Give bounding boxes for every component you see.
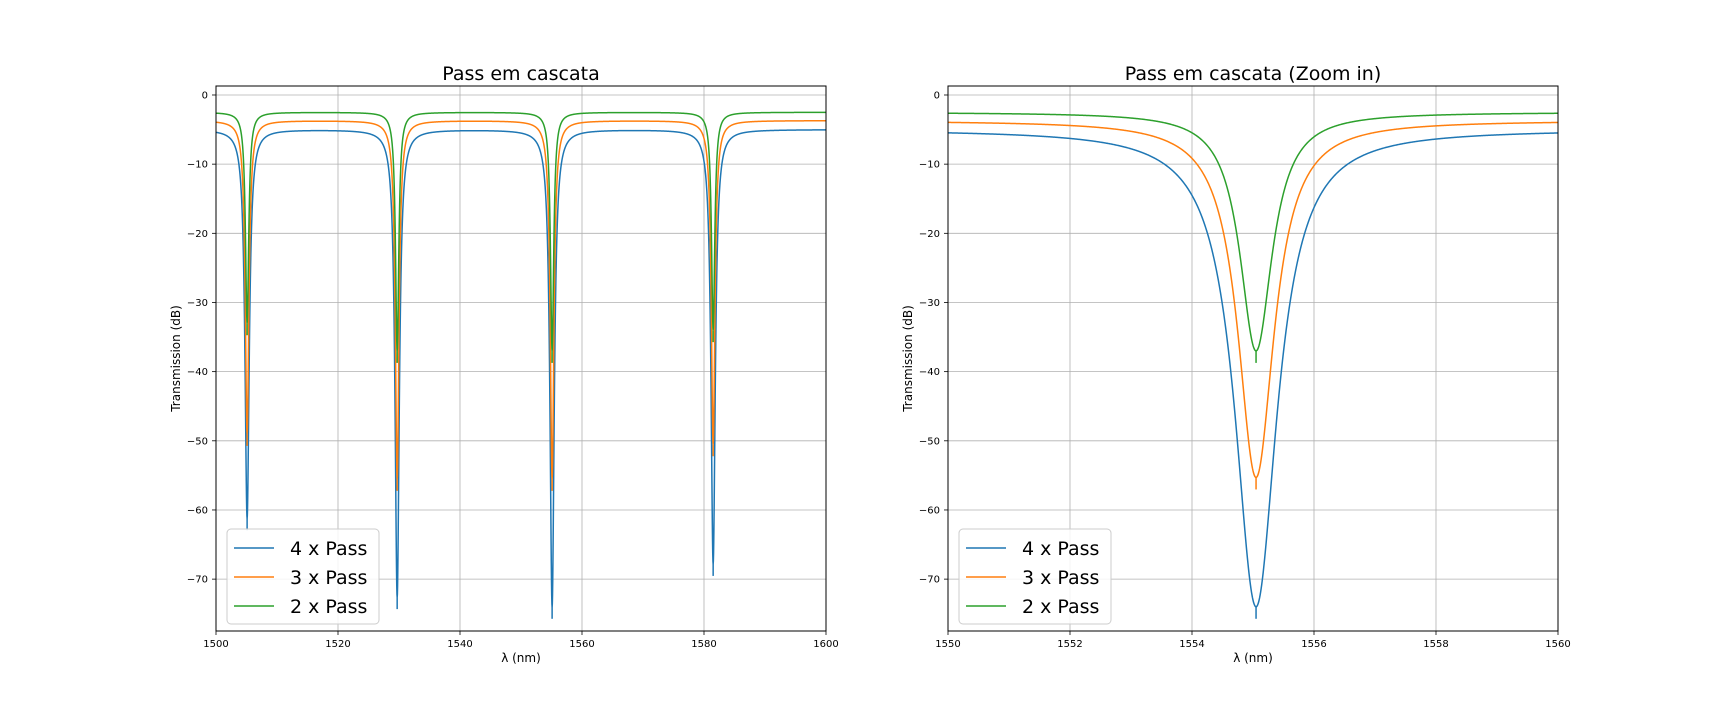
series-line-2-x-pass [948, 112, 1558, 352]
series-line-4-x-pass [948, 132, 1558, 608]
chart-title: Pass em cascata (Zoom in) [1125, 63, 1382, 85]
plot-frame [215, 85, 827, 632]
legend-label-4-x-pass: 4 x Pass [1022, 538, 1099, 560]
y-tick-label: −70 [919, 575, 940, 586]
y-tick-label: −30 [919, 298, 940, 309]
x-tick-label: 1556 [1301, 639, 1326, 650]
x-tick-label: 1580 [691, 639, 716, 650]
series-line-3-x-pass [948, 121, 1558, 479]
x-tick-label: 1550 [935, 639, 960, 650]
y-tick-label: −40 [919, 367, 940, 378]
y-tick-label: −30 [187, 298, 208, 309]
legend-label-4-x-pass: 4 x Pass [290, 538, 367, 560]
x-tick-label: 1558 [1423, 639, 1448, 650]
ticks: 1550 1552 1554 1556 1558 1560 0 −10 −20 −30 −40 −50… [919, 90, 1571, 650]
y-tick-label: −50 [187, 436, 208, 447]
y-tick-label: 0 [202, 90, 208, 101]
legend-label-2-x-pass: 2 x Pass [1022, 596, 1099, 618]
x-axis-label: λ (nm) [1233, 651, 1273, 665]
x-tick-label: 1560 [1545, 639, 1570, 650]
x-tick-label: 1552 [1057, 639, 1082, 650]
y-tick-label: −40 [187, 367, 208, 378]
series-lines [216, 111, 826, 619]
legend: 4 x Pass 3 x Pass 2 x Pass [226, 528, 380, 625]
y-tick-label: −60 [187, 505, 208, 516]
x-axis-label: λ (nm) [501, 651, 541, 665]
x-tick-label: 1520 [325, 639, 350, 650]
legend-label-3-x-pass: 3 x Pass [1022, 567, 1099, 589]
x-tick-label: 1554 [1179, 639, 1204, 650]
x-tick-label: 1540 [447, 639, 472, 650]
y-tick-label: −20 [919, 229, 940, 240]
gridlines [215, 86, 827, 631]
x-tick-label: 1600 [813, 639, 838, 650]
series-lines [948, 112, 1558, 619]
y-tick-label: −20 [187, 229, 208, 240]
x-tick-label: 1560 [569, 639, 594, 650]
series-line-3-x-pass [216, 119, 826, 480]
chart-panel-full-spectrum: 1500 1520 1540 1560 1580 1600 0 −10 −20 −30 −40 −50… [169, 63, 839, 665]
legend-label-3-x-pass: 3 x Pass [290, 567, 367, 589]
legend-box [226, 528, 380, 625]
y-tick-label: −10 [187, 160, 208, 171]
y-axis-label: Transmission (dB) [901, 305, 915, 413]
y-axis-label: Transmission (dB) [169, 305, 183, 413]
chart-panel-zoom-in: 1550 1552 1554 1556 1558 1560 0 −10 −20 −30 −40 −50… [901, 63, 1571, 665]
y-tick-label: −50 [919, 436, 940, 447]
plot-frame [947, 85, 1559, 632]
legend-box [958, 528, 1112, 625]
legend-label-2-x-pass: 2 x Pass [290, 596, 367, 618]
chart-title: Pass em cascata [442, 63, 600, 85]
y-tick-label: −60 [919, 505, 940, 516]
y-tick-label: 0 [934, 90, 940, 101]
ticks: 1500 1520 1540 1560 1580 1600 0 −10 −20 −30 −40 −50… [187, 90, 839, 650]
x-tick-label: 1500 [203, 639, 228, 650]
y-tick-label: −70 [187, 575, 208, 586]
series-line-4-x-pass [216, 129, 826, 608]
legend: 4 x Pass 3 x Pass 2 x Pass [958, 528, 1112, 625]
series-line-2-x-pass [216, 111, 826, 352]
y-tick-label: −10 [919, 160, 940, 171]
